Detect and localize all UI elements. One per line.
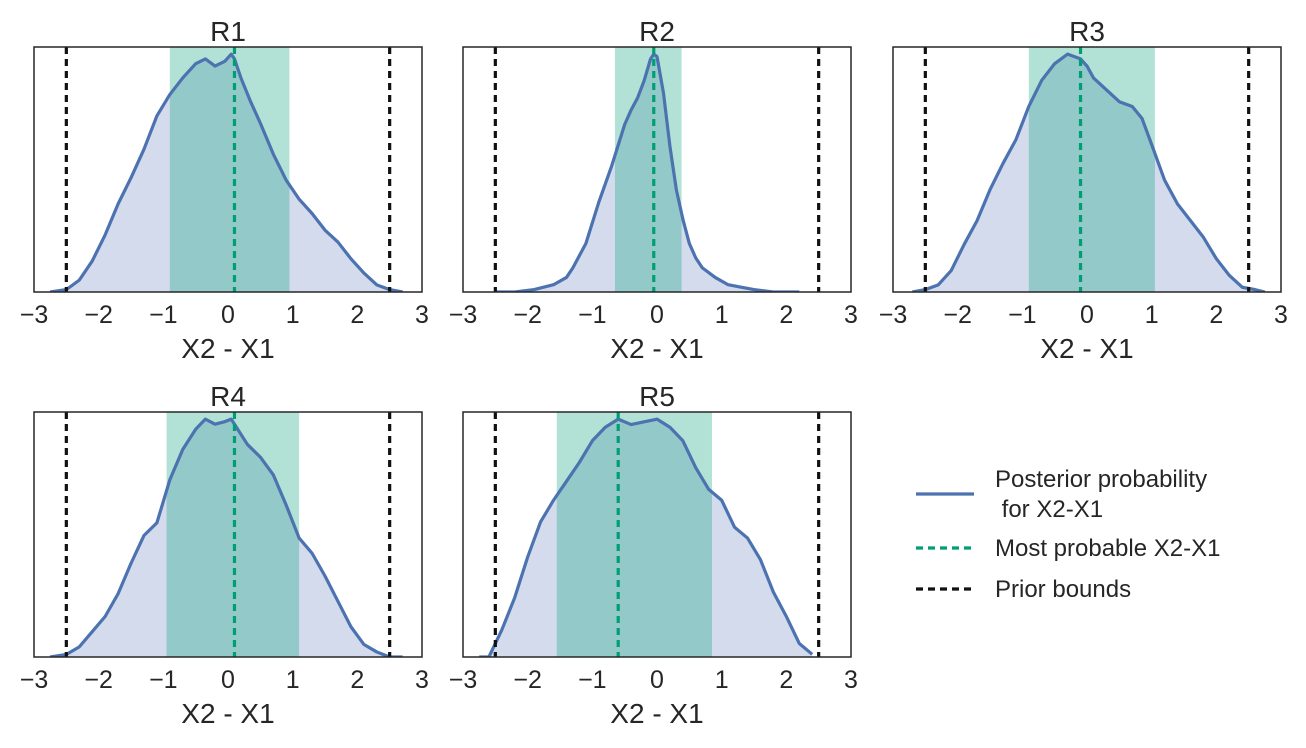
x-tick-label: 0	[1080, 301, 1094, 329]
axes-frame	[33, 46, 423, 293]
panel-plot-area	[493, 47, 821, 292]
posterior-line	[49, 417, 403, 657]
x-tick-label: 2	[350, 301, 364, 329]
x-tick-label: −1	[578, 666, 607, 694]
x-tick-label: 1	[286, 666, 300, 694]
posterior-line	[49, 52, 403, 292]
panel-r4: −3 −2 −1 0 1 2 3 X2 - X1 R4	[20, 381, 429, 729]
x-axis-label: X2 - X1	[610, 333, 703, 364]
panel-r2: −3 −2 −1 0 1 2 3 X2 - X1 R2	[449, 16, 858, 364]
posterior-fill	[479, 419, 813, 657]
x-tick-label: −2	[84, 301, 113, 329]
panel-plot-area	[912, 47, 1266, 292]
panel-title: R3	[1069, 16, 1105, 47]
x-tick-label: −1	[1008, 301, 1037, 329]
legend: Posterior probability for X2-X1 Most prob…	[916, 466, 1220, 603]
axes-frame	[892, 46, 1282, 293]
x-tick-label: −3	[879, 301, 908, 329]
x-tick-label: 1	[715, 666, 729, 694]
x-tick-label: 1	[715, 301, 729, 329]
x-tick-label: 0	[221, 301, 235, 329]
interval-band	[614, 47, 682, 292]
x-tick-label: −2	[84, 666, 113, 694]
panel-r5: −3 −2 −1 0 1 2 3 X2 - X1 R5	[449, 381, 858, 729]
x-tick-label: 3	[844, 301, 858, 329]
x-tick-label: −3	[449, 666, 478, 694]
posterior-line	[479, 417, 814, 657]
panel-plot-area	[49, 47, 403, 292]
axes-frame	[462, 411, 852, 658]
x-tick-label: −3	[20, 666, 49, 694]
interval-band	[166, 412, 300, 657]
panel-title: R4	[210, 381, 246, 412]
legend-label-prior: Prior bounds	[995, 576, 1131, 603]
panel-title: R5	[639, 381, 675, 412]
x-tick-label: −1	[149, 301, 178, 329]
x-tick-label: 0	[650, 666, 664, 694]
interval-band	[1028, 47, 1155, 292]
x-tick-label: 0	[650, 301, 664, 329]
panel-r1: −3 −2 −1 0 1 2 3 X2 - X1 R1	[20, 16, 429, 364]
legend-label-posterior: for X2-X1	[995, 496, 1103, 523]
axes-frame	[462, 46, 852, 293]
posterior-fill	[50, 54, 403, 292]
legend-label-posterior: Posterior probability	[995, 466, 1207, 493]
x-tick-label: −3	[449, 301, 478, 329]
x-axis-label: X2 - X1	[1040, 333, 1133, 364]
posterior-fill	[495, 54, 800, 292]
posterior-fill	[912, 54, 1265, 292]
x-axis-label: X2 - X1	[181, 333, 274, 364]
x-tick-label: −1	[149, 666, 178, 694]
panel-title: R1	[210, 16, 246, 47]
axes-frame	[33, 411, 423, 658]
legend-label-most_probable: Most probable X2-X1	[995, 535, 1220, 562]
interval-band	[169, 47, 290, 292]
x-tick-label: 3	[1274, 301, 1288, 329]
panel-plot-area	[49, 412, 403, 657]
x-tick-label: 2	[1209, 301, 1223, 329]
x-tick-label: 0	[221, 666, 235, 694]
x-tick-label: −2	[943, 301, 972, 329]
interval-band	[556, 412, 712, 657]
x-tick-label: 2	[350, 666, 364, 694]
x-axis-label: X2 - X1	[181, 698, 274, 729]
x-tick-label: −1	[578, 301, 607, 329]
posterior-line	[495, 52, 800, 292]
posterior-fill	[50, 419, 403, 657]
panel-plot-area	[479, 412, 821, 657]
x-tick-label: 1	[286, 301, 300, 329]
x-tick-label: 1	[1145, 301, 1159, 329]
x-tick-label: 2	[779, 301, 793, 329]
panel-title: R2	[639, 16, 675, 47]
x-tick-label: −2	[513, 301, 542, 329]
posterior-line	[912, 52, 1266, 292]
x-tick-label: −3	[20, 301, 49, 329]
panel-r3: −3 −2 −1 0 1 2 3 X2 - X1 R3	[879, 16, 1288, 364]
x-tick-label: 3	[844, 666, 858, 694]
x-tick-label: 3	[415, 301, 429, 329]
x-tick-label: −2	[513, 666, 542, 694]
x-axis-label: X2 - X1	[610, 698, 703, 729]
x-tick-label: 2	[779, 666, 793, 694]
x-tick-label: 3	[415, 666, 429, 694]
